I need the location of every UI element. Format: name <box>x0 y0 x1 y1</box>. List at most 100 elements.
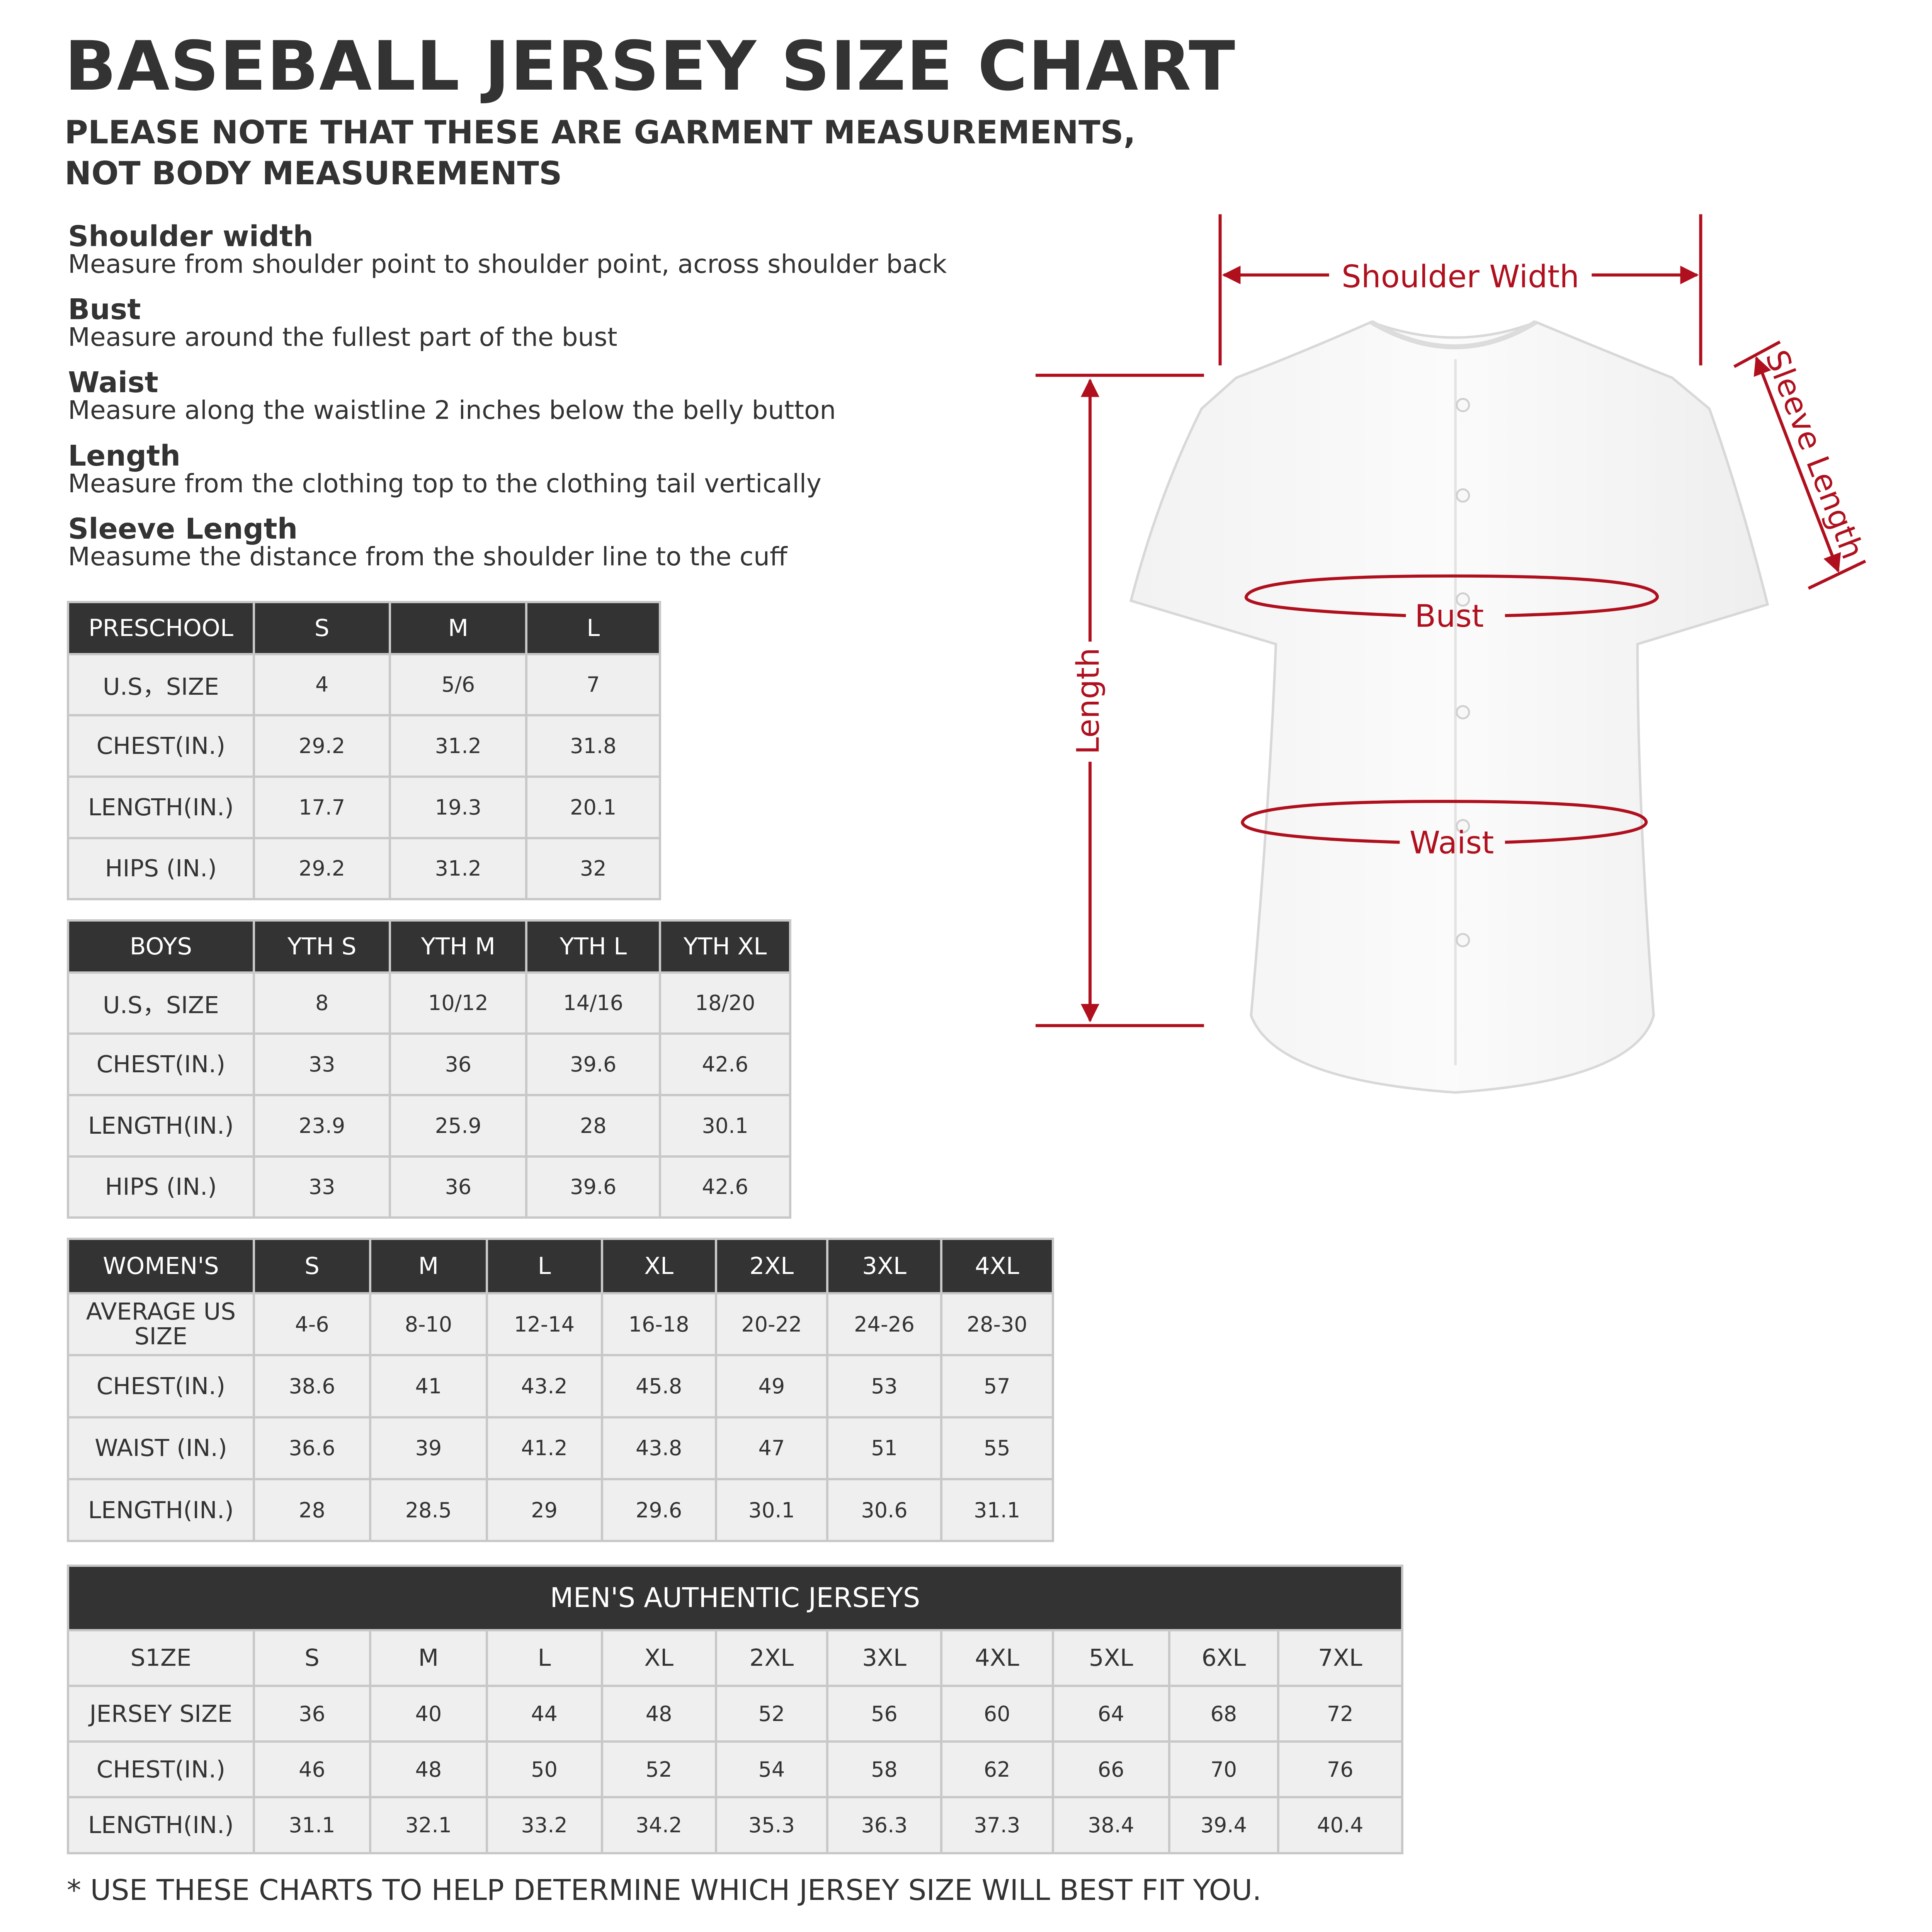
table-cell: 32.1 <box>369 1796 488 1854</box>
row-label: JERSEY SIZE <box>67 1684 255 1743</box>
row-label: S1ZE <box>67 1629 255 1687</box>
womens-size-table: WOMEN'S S M L XL 2XL 3XL 4XL AVERAGE US SIZE 4-6 8… <box>67 1237 1054 1543</box>
table-cell: 56 <box>826 1684 943 1743</box>
table-cell: 41 <box>369 1354 488 1418</box>
subtitle-line-2: NOT BODY MEASUREMENTS <box>65 155 562 192</box>
boys-size-table: BOYS YTH S YTH M YTH L YTH XL U.S，SIZE 8 10/12 1… <box>67 919 791 1219</box>
table-cell: 7 <box>525 653 662 717</box>
definition-waist: Waist Measure along the waistline 2 inch… <box>68 368 836 425</box>
table-cell: 4-6 <box>252 1292 372 1357</box>
row-label: HIPS (IN.) <box>67 837 255 901</box>
table-cell: 45.8 <box>600 1354 717 1418</box>
table-cell: 33.2 <box>485 1796 603 1854</box>
table-category-header: BOYS <box>67 919 255 974</box>
row-label: WAIST (IN.) <box>67 1416 255 1480</box>
size-column-header: M <box>369 1237 488 1295</box>
table-cell: 2XL <box>714 1629 829 1687</box>
size-column-header: YTH XL <box>659 919 791 974</box>
table-row: LENGTH(IN.) 23.9 25.9 28 30.1 <box>67 1094 791 1158</box>
table-cell: 8-10 <box>369 1292 488 1357</box>
size-column-header: S <box>252 601 391 655</box>
table-cell: 35.3 <box>714 1796 829 1854</box>
definition-desc: Measure along the waistline 2 inches bel… <box>68 395 836 425</box>
table-cell: 18/20 <box>659 971 791 1035</box>
size-column-header: 4XL <box>940 1237 1054 1295</box>
table-cell: 39.6 <box>525 1155 662 1219</box>
table-cell: 64 <box>1051 1684 1170 1743</box>
table-cell: 28-30 <box>940 1292 1054 1357</box>
table-cell: 39.4 <box>1168 1796 1280 1854</box>
page-title: BASEBALL JERSEY SIZE CHART <box>65 27 1236 106</box>
definition-desc: Measume the distance from the shoulder l… <box>68 542 787 571</box>
table-cell: 36 <box>252 1684 372 1743</box>
definition-desc: Measure from shoulder point to shoulder … <box>68 249 947 279</box>
table-row: CHEST(IN.) 33 36 39.6 42.6 <box>67 1032 791 1096</box>
table-cell: 31.2 <box>389 714 528 778</box>
table-cell: 46 <box>252 1740 372 1799</box>
table-cell: 43.2 <box>485 1354 603 1418</box>
button-icon <box>1456 819 1470 833</box>
row-label: HIPS (IN.) <box>67 1155 255 1219</box>
table-cell: 57 <box>940 1354 1054 1418</box>
table-cell: 36 <box>389 1032 528 1096</box>
table-cell: 68 <box>1168 1684 1280 1743</box>
table-cell: 36 <box>389 1155 528 1219</box>
shoulder-width-label: Shoulder Width <box>1342 259 1579 295</box>
table-cell: 40 <box>369 1684 488 1743</box>
table-row: CHEST(IN.) 46 48 50 52 54 58 62 66 70 76 <box>67 1740 1403 1799</box>
definition-label: Sleeve Length <box>68 512 298 546</box>
table-cell: 53 <box>826 1354 943 1418</box>
table-cell: 39.6 <box>525 1032 662 1096</box>
table-cell: 20.1 <box>525 775 662 839</box>
table-cell: 33 <box>252 1032 391 1096</box>
size-column-header: S <box>252 1237 372 1295</box>
mens-size-table: MEN'S AUTHENTIC JERSEYS S1ZE S M L XL 2XL 3XL 4X… <box>67 1565 1403 1854</box>
table-cell: 37.3 <box>940 1796 1054 1854</box>
size-column-header: YTH M <box>389 919 528 974</box>
table-cell: 41.2 <box>485 1416 603 1480</box>
definition-shoulder-width: Shoulder width Measure from shoulder poi… <box>68 222 947 279</box>
table-cell: 39 <box>369 1416 488 1480</box>
table-cell: 66 <box>1051 1740 1170 1799</box>
table-row: HIPS (IN.) 29.2 31.2 32 <box>67 837 662 901</box>
table-cell: 38.6 <box>252 1354 372 1418</box>
table-cell: 72 <box>1277 1684 1403 1743</box>
table-cell: 6XL <box>1168 1629 1280 1687</box>
table-cell: 34.2 <box>600 1796 717 1854</box>
definition-desc: Measure around the fullest part of the b… <box>68 322 617 352</box>
table-cell: 29 <box>485 1478 603 1543</box>
table-cell: 28 <box>525 1094 662 1158</box>
size-column-header: XL <box>600 1237 717 1295</box>
table-cell: 30.1 <box>659 1094 791 1158</box>
table-cell: 4XL <box>940 1629 1054 1687</box>
table-cell: 76 <box>1277 1740 1403 1799</box>
table-cell: 7XL <box>1277 1629 1403 1687</box>
row-label: U.S，SIZE <box>67 653 255 717</box>
table-cell: 29.6 <box>600 1478 717 1543</box>
table-row: U.S，SIZE 4 5/6 7 <box>67 653 662 717</box>
row-label: LENGTH(IN.) <box>67 1796 255 1854</box>
table-row: S1ZE S M L XL 2XL 3XL 4XL 5XL 6XL 7XL <box>67 1629 1403 1687</box>
size-column-header: M <box>389 601 528 655</box>
table-cell: L <box>485 1629 603 1687</box>
table-cell: 38.4 <box>1051 1796 1170 1854</box>
table-cell: 29.2 <box>252 714 391 778</box>
table-cell: 19.3 <box>389 775 528 839</box>
table-cell: 36.6 <box>252 1416 372 1480</box>
table-cell: 17.7 <box>252 775 391 839</box>
jersey-diagram: Shoulder Width Bust Waist Length Sleeve … <box>1036 214 1871 1094</box>
table-cell: 31.1 <box>252 1796 372 1854</box>
jersey-illustration <box>1129 320 1769 1094</box>
table-cell: 24-26 <box>826 1292 943 1357</box>
table-cell: 8 <box>252 971 391 1035</box>
waist-label: Waist <box>1410 825 1494 861</box>
table-cell: 42.6 <box>659 1032 791 1096</box>
table-cell: 16-18 <box>600 1292 717 1357</box>
footer-note: * USE THESE CHARTS TO HELP DETERMINE WHI… <box>67 1874 1262 1907</box>
row-label: LENGTH(IN.) <box>67 775 255 839</box>
size-column-header: YTH S <box>252 919 391 974</box>
button-icon <box>1456 933 1470 947</box>
size-column-header: YTH L <box>525 919 662 974</box>
table-category-header: PRESCHOOL <box>67 601 255 655</box>
button-icon <box>1456 398 1470 412</box>
